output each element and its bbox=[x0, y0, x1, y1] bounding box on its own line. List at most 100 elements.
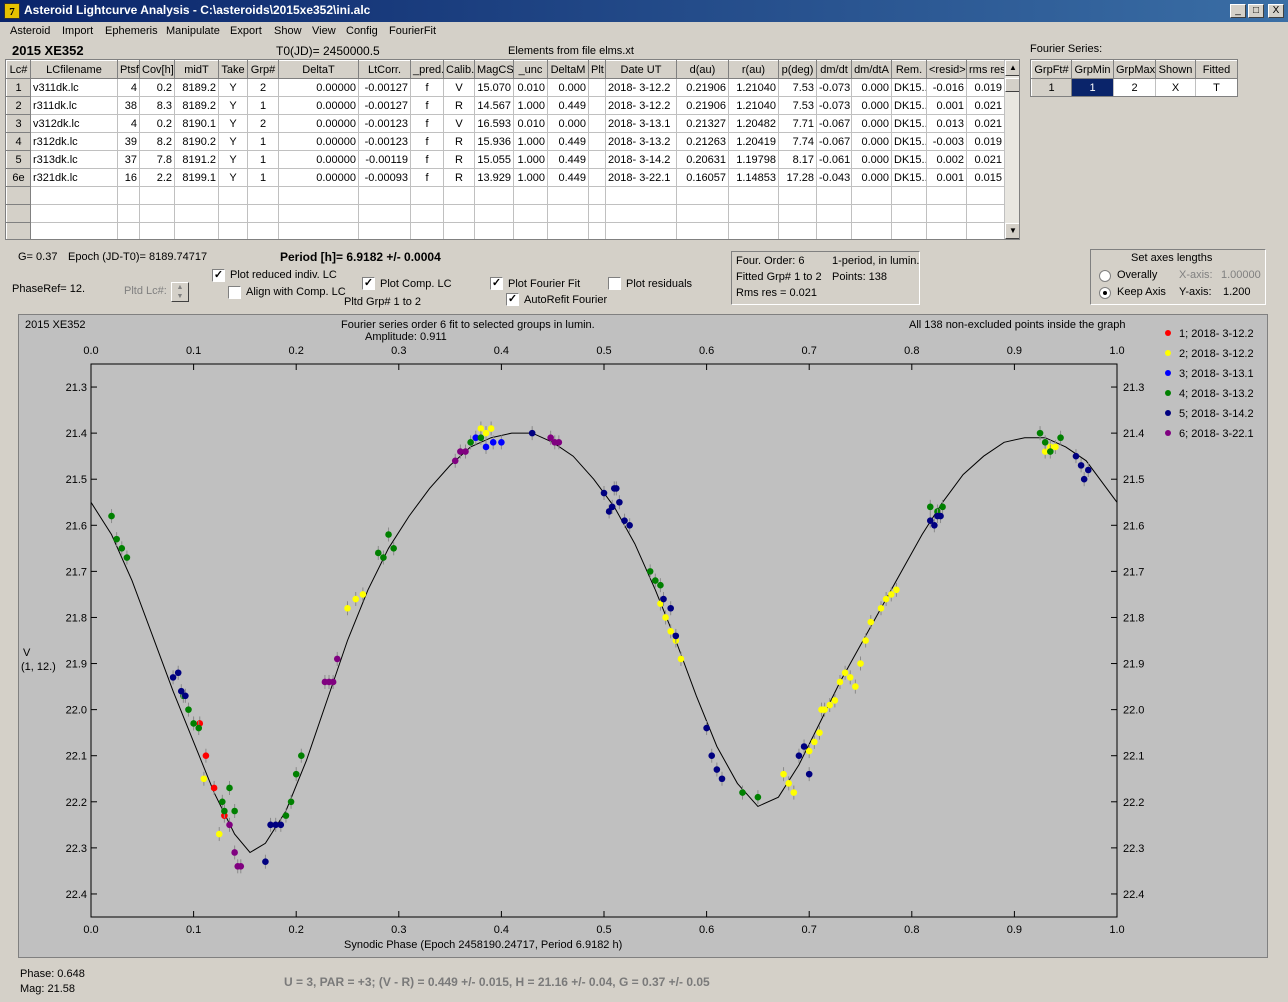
table-cell[interactable] bbox=[218, 204, 248, 223]
table-cell[interactable]: 2018- 3-13.2 bbox=[605, 132, 677, 151]
table-cell[interactable]: f bbox=[410, 150, 444, 169]
row-header[interactable]: 4 bbox=[6, 132, 31, 151]
table-cell[interactable]: 8190.1 bbox=[174, 114, 219, 133]
column-header[interactable]: dm/dt bbox=[816, 60, 852, 79]
table-row[interactable]: 5 r313dk.lc 37 7.8 8191.2 Y 1 0.00000 -0.00119 f R… bbox=[6, 150, 1005, 169]
table-cell[interactable]: 8.17 bbox=[778, 150, 817, 169]
column-header[interactable]: _pred. bbox=[410, 60, 444, 79]
table-cell[interactable] bbox=[247, 186, 279, 205]
table-cell[interactable]: 1.000 bbox=[513, 150, 548, 169]
table-cell[interactable] bbox=[926, 222, 967, 239]
table-row[interactable]: 4 r312dk.lc 39 8.2 8190.2 Y 1 0.00000 -0.00123 f R… bbox=[6, 132, 1005, 151]
table-cell[interactable] bbox=[728, 222, 779, 239]
table-cell[interactable]: 8190.2 bbox=[174, 132, 219, 151]
table-cell[interactable] bbox=[676, 204, 729, 223]
table-cell[interactable]: DK15... bbox=[891, 96, 927, 115]
table-cell[interactable]: DK15... bbox=[891, 132, 927, 151]
table-cell[interactable]: 1.000 bbox=[513, 168, 548, 187]
table-cell[interactable]: 15.936 bbox=[474, 132, 514, 151]
column-header[interactable]: midT bbox=[174, 60, 219, 79]
table-cell[interactable] bbox=[30, 222, 118, 239]
column-header[interactable]: _unc bbox=[513, 60, 548, 79]
row-header[interactable]: 2 bbox=[6, 96, 31, 115]
table-cell[interactable]: 0.449 bbox=[547, 132, 589, 151]
table-cell[interactable]: 1.20482 bbox=[728, 114, 779, 133]
table-cell[interactable]: 1.21040 bbox=[728, 96, 779, 115]
column-header[interactable]: Plt bbox=[588, 60, 606, 79]
table-cell[interactable]: R bbox=[443, 150, 475, 169]
table-cell[interactable] bbox=[30, 204, 118, 223]
table-cell[interactable]: R bbox=[443, 132, 475, 151]
table-cell[interactable]: 0.000 bbox=[851, 168, 892, 187]
table-cell[interactable]: r321dk.lc bbox=[30, 168, 118, 187]
keep-axis-radio[interactable] bbox=[1099, 287, 1111, 299]
table-cell[interactable]: 1.14853 bbox=[728, 168, 779, 187]
table-cell[interactable]: 0.021 bbox=[966, 114, 1005, 133]
column-header[interactable]: Cov[h] bbox=[139, 60, 175, 79]
table-cell[interactable] bbox=[816, 222, 852, 239]
table-cell[interactable]: DK15... bbox=[891, 150, 927, 169]
table-cell[interactable]: Y bbox=[218, 78, 248, 97]
table-cell[interactable]: -0.00127 bbox=[358, 78, 411, 97]
table-scrollbar[interactable]: ▲ ▼ bbox=[1004, 60, 1019, 239]
table-cell[interactable]: -0.067 bbox=[816, 114, 852, 133]
table-cell[interactable]: Y bbox=[218, 96, 248, 115]
table-cell[interactable]: 0.21906 bbox=[676, 96, 729, 115]
row-header[interactable] bbox=[6, 186, 31, 205]
table-cell[interactable] bbox=[588, 168, 606, 187]
table-cell[interactable]: v311dk.lc bbox=[30, 78, 118, 97]
table-cell[interactable] bbox=[139, 186, 175, 205]
table-cell[interactable]: -0.073 bbox=[816, 78, 852, 97]
table-cell[interactable]: 0.000 bbox=[547, 114, 589, 133]
menu-asteroid[interactable]: Asteroid bbox=[10, 25, 51, 37]
table-cell[interactable]: r313dk.lc bbox=[30, 150, 118, 169]
row-header[interactable] bbox=[6, 222, 31, 239]
menu-view[interactable]: View bbox=[312, 25, 336, 37]
table-cell[interactable]: 2018- 3-12.2 bbox=[605, 96, 677, 115]
column-header[interactable]: LtCorr. bbox=[358, 60, 411, 79]
table-cell[interactable]: 0.00000 bbox=[278, 78, 359, 97]
menu-export[interactable]: Export bbox=[230, 25, 262, 37]
fourier-cell[interactable]: 1 bbox=[1071, 78, 1114, 96]
table-cell[interactable] bbox=[278, 186, 359, 205]
column-header[interactable]: rms res bbox=[966, 60, 1005, 79]
column-header[interactable]: Calib. bbox=[443, 60, 475, 79]
table-cell[interactable]: 2018- 3-14.2 bbox=[605, 150, 677, 169]
table-cell[interactable] bbox=[474, 222, 514, 239]
table-cell[interactable]: 2018- 3-13.1 bbox=[605, 114, 677, 133]
table-cell[interactable]: f bbox=[410, 168, 444, 187]
table-cell[interactable] bbox=[851, 186, 892, 205]
table-cell[interactable]: 8.2 bbox=[139, 132, 175, 151]
table-cell[interactable] bbox=[278, 204, 359, 223]
table-cell[interactable] bbox=[588, 132, 606, 151]
table-cell[interactable] bbox=[926, 204, 967, 223]
row-header[interactable]: 5 bbox=[6, 150, 31, 169]
table-cell[interactable] bbox=[117, 186, 140, 205]
scroll-up-button[interactable]: ▲ bbox=[1005, 60, 1019, 76]
table-cell[interactable]: Y bbox=[218, 114, 248, 133]
table-cell[interactable]: 0.00000 bbox=[278, 168, 359, 187]
table-cell[interactable]: DK15... bbox=[891, 168, 927, 187]
column-header[interactable]: r(au) bbox=[728, 60, 779, 79]
table-row[interactable]: 6e r321dk.lc 16 2.2 8199.1 Y 1 0.00000 -0.00093 f… bbox=[6, 168, 1005, 187]
table-cell[interactable]: v312dk.lc bbox=[30, 114, 118, 133]
table-cell[interactable]: 0.00000 bbox=[278, 150, 359, 169]
table-cell[interactable]: 2018- 3-22.1 bbox=[605, 168, 677, 187]
table-cell[interactable]: 0.021 bbox=[966, 96, 1005, 115]
row-header[interactable]: 3 bbox=[6, 114, 31, 133]
table-cell[interactable] bbox=[778, 222, 817, 239]
table-cell[interactable]: 4 bbox=[117, 114, 140, 133]
table-cell[interactable] bbox=[728, 186, 779, 205]
column-header[interactable]: DeltaM bbox=[547, 60, 589, 79]
table-cell[interactable]: -0.00123 bbox=[358, 114, 411, 133]
plot-comp-checkbox[interactable]: ✓ bbox=[362, 277, 375, 290]
table-cell[interactable]: Y bbox=[218, 132, 248, 151]
table-cell[interactable] bbox=[966, 186, 1005, 205]
plot-reduced-checkbox[interactable]: ✓ bbox=[212, 269, 225, 282]
menu-ephemeris[interactable]: Ephemeris bbox=[105, 25, 158, 37]
plot-fourier-checkbox[interactable]: ✓ bbox=[490, 277, 503, 290]
table-cell[interactable] bbox=[588, 186, 606, 205]
fourier-cell[interactable]: X bbox=[1155, 78, 1196, 96]
table-cell[interactable]: 1.000 bbox=[513, 132, 548, 151]
table-cell[interactable] bbox=[891, 222, 927, 239]
